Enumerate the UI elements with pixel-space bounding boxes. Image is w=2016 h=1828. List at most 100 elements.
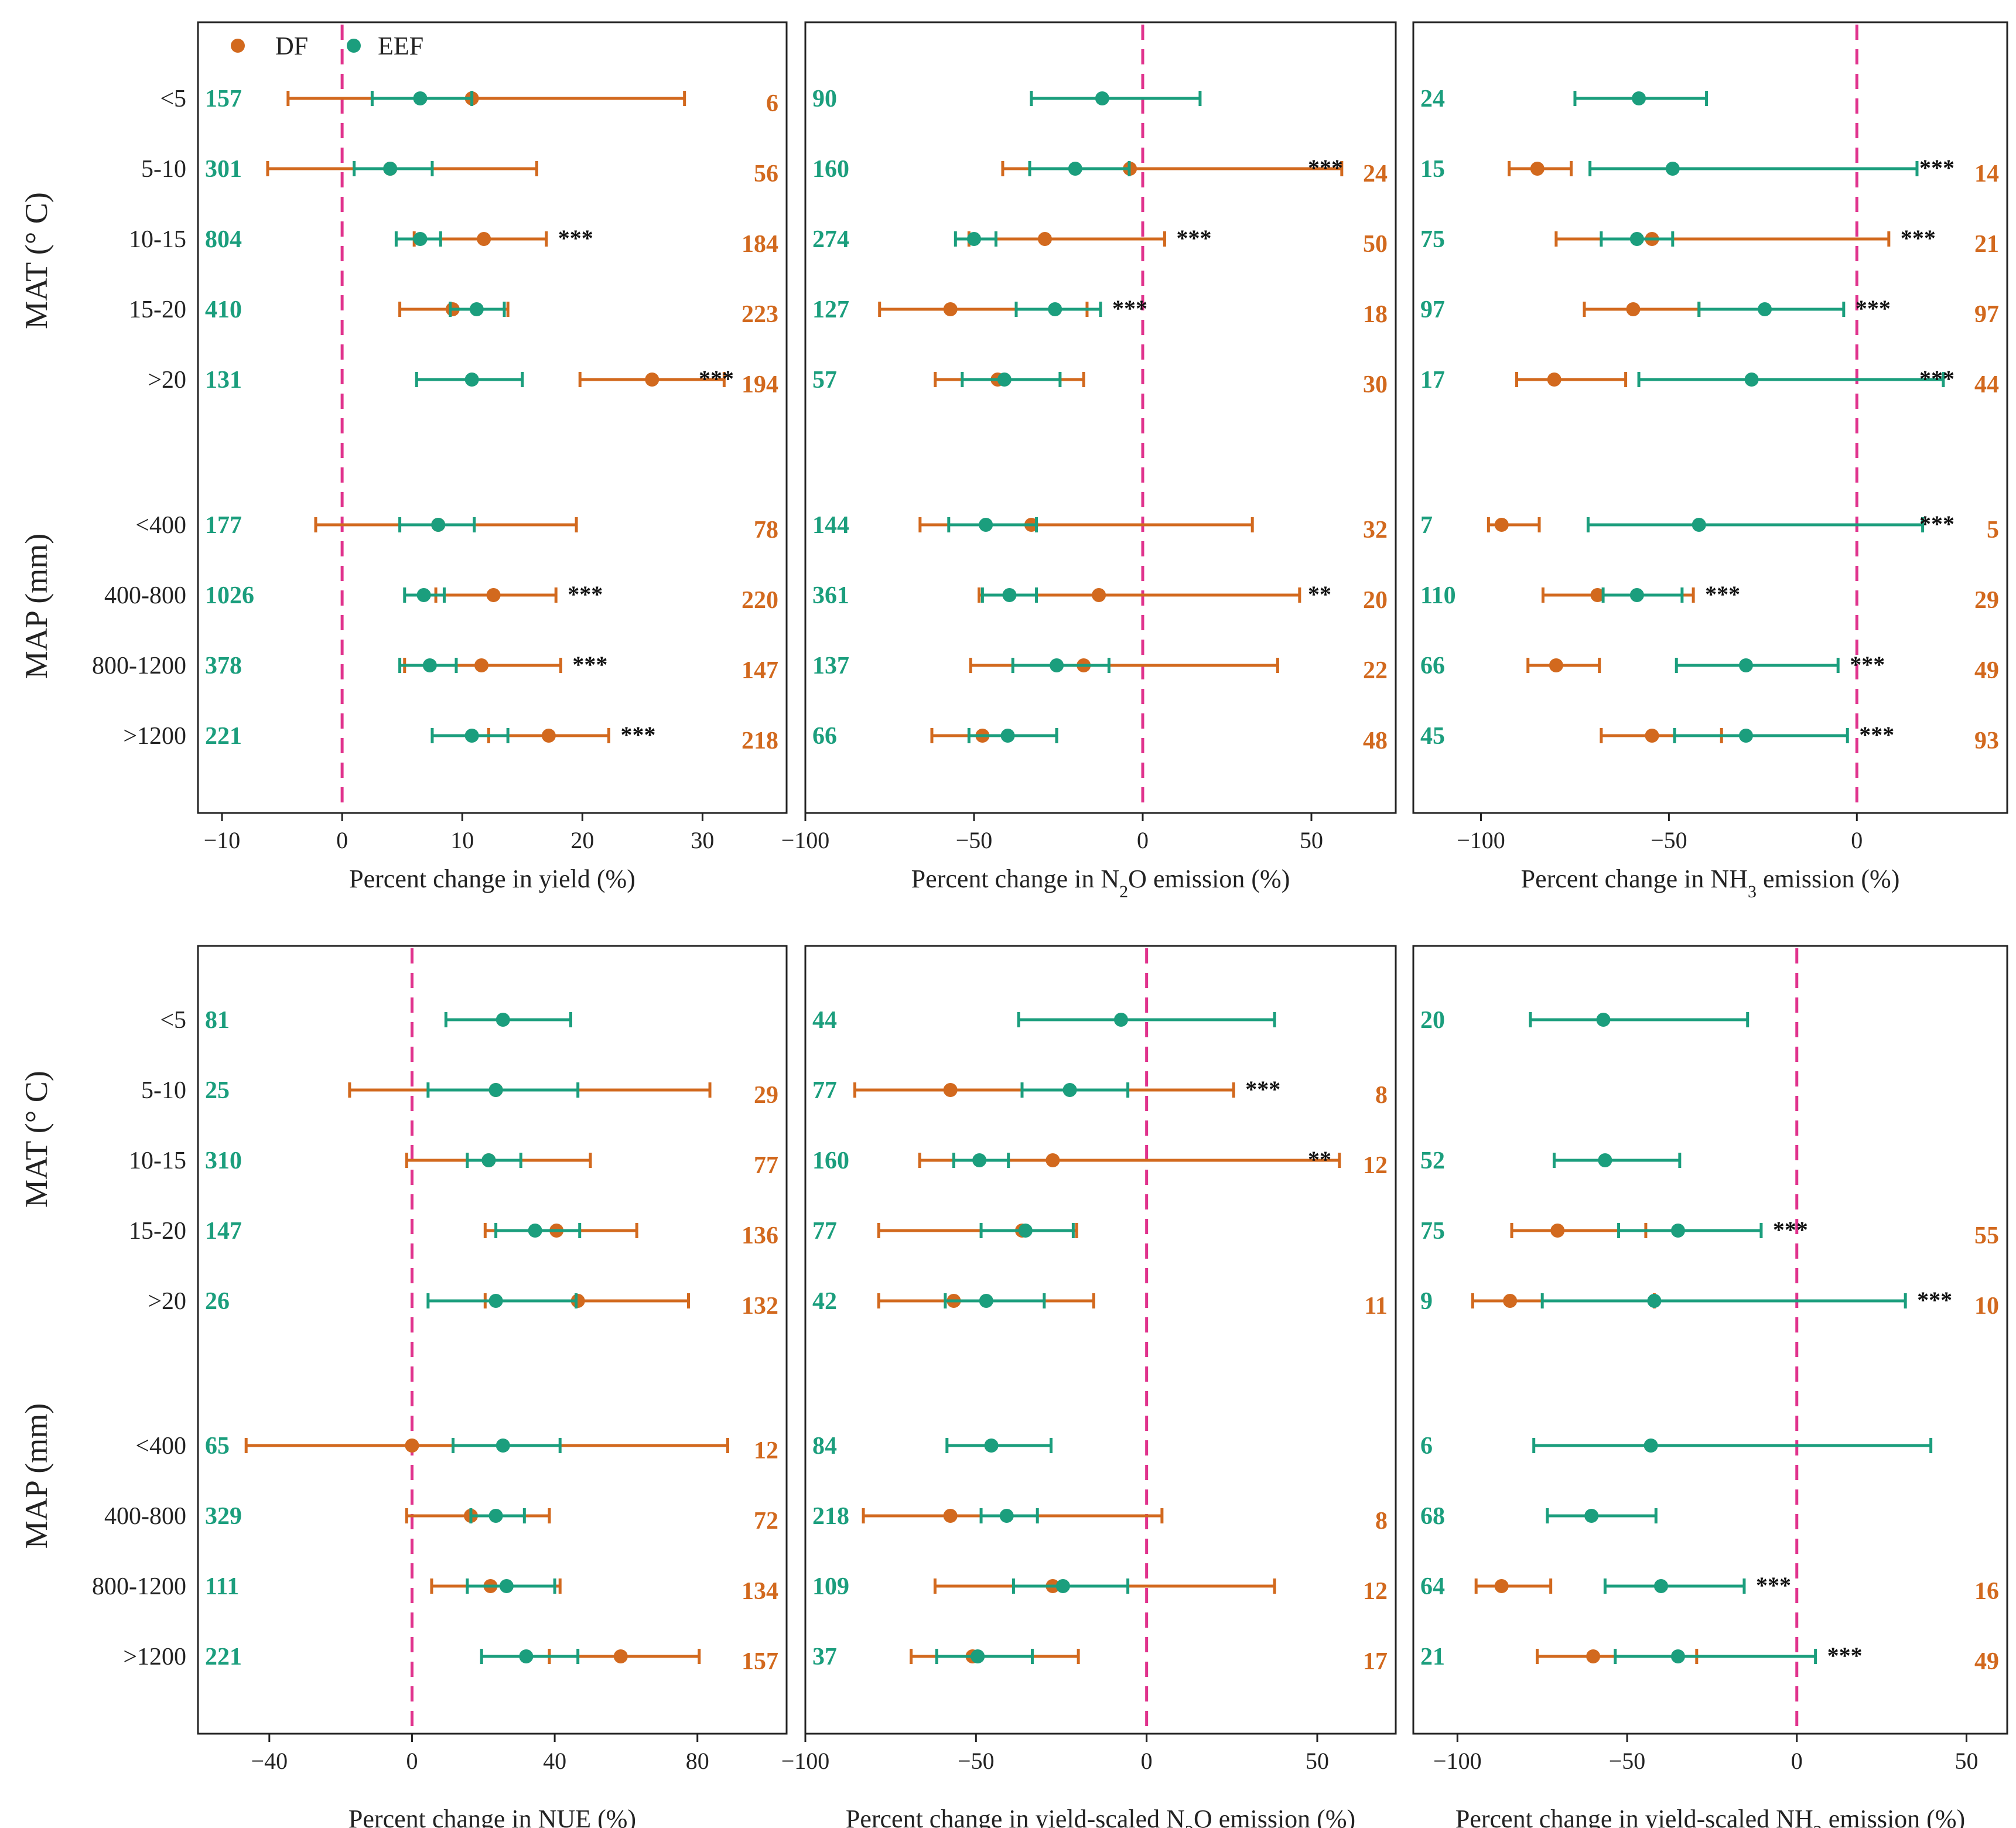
row-label: <5: [160, 1007, 186, 1034]
df-mean-point: [570, 1294, 585, 1308]
eef-sample-count: 15: [1420, 156, 1445, 183]
eef-sample-count: 160: [812, 1147, 849, 1174]
df-mean-point: [1494, 518, 1509, 532]
x-axis-label: Percent change in yield-scaled N2O emiss…: [846, 1805, 1355, 1828]
significance-marker: ***: [699, 365, 734, 392]
df-sample-count: 218: [742, 727, 778, 754]
eef-mean-point: [1653, 1579, 1668, 1593]
x-tick-label: −100: [1433, 1748, 1482, 1774]
eef-sample-count: 218: [812, 1503, 849, 1530]
eef-sample-count: 111: [205, 1573, 239, 1600]
group-label-mat-bottom: MAT (° C): [19, 1071, 54, 1208]
df-sample-count: 8: [1375, 1508, 1388, 1535]
significance-marker: ***: [572, 651, 607, 678]
significance-marker: ***: [1919, 365, 1955, 392]
df-sample-count: 24: [1363, 160, 1388, 187]
df-sample-count: 55: [1974, 1222, 1999, 1249]
row-label: >1200: [123, 1644, 186, 1670]
plot-frame: [804, 21, 1397, 814]
significance-marker: ***: [1308, 155, 1343, 181]
x-tick-label: −100: [781, 827, 830, 853]
df-sample-count: 5: [1987, 517, 1999, 544]
plot-frame: [1412, 945, 2008, 1735]
df-sample-count: 223: [742, 301, 778, 328]
eef-mean-point: [999, 1509, 1014, 1523]
eef-mean-point: [519, 1649, 534, 1663]
eef-sample-count: 144: [812, 512, 849, 539]
row-label: 5-10: [141, 1077, 186, 1104]
legend-eef-marker: [347, 39, 361, 53]
df-sample-count: 72: [754, 1508, 778, 1535]
eef-mean-point: [1068, 162, 1082, 176]
row-label: 15-20: [129, 1218, 186, 1245]
x-axis-label: Percent change in yield-scaled NH3 emiss…: [1455, 1805, 1965, 1828]
df-sample-count: 136: [742, 1222, 778, 1249]
eef-sample-count: 131: [205, 367, 242, 394]
eef-sample-count: 157: [205, 86, 242, 112]
legend-df-marker: [231, 39, 245, 53]
eef-mean-point: [413, 232, 428, 246]
eef-mean-point: [1113, 1013, 1128, 1027]
df-sample-count: 30: [1363, 371, 1388, 398]
subscript: 3: [1813, 1822, 1822, 1828]
panel-nue: −40 0 40 80 Percent change in NUE (%) 81 25 29 3…: [197, 945, 788, 1828]
eef-sample-count: 361: [812, 582, 849, 609]
eef-mean-point: [1758, 302, 1772, 316]
df-sample-count: 50: [1363, 231, 1388, 258]
eef-mean-point: [997, 373, 1012, 387]
eef-sample-count: 37: [812, 1644, 837, 1670]
eef-sample-count: 378: [205, 652, 242, 679]
subscript: 3: [1748, 882, 1757, 901]
eef-mean-point: [1055, 1579, 1070, 1593]
panel-yield-scaled-nh3: −100 −50 0 50 Percent change in yield-scaled…: [1412, 945, 2008, 1828]
eef-sample-count: 52: [1420, 1147, 1445, 1174]
eef-mean-point: [1643, 1439, 1658, 1453]
df-sample-count: 48: [1363, 727, 1388, 754]
eef-sample-count: 137: [812, 652, 849, 679]
x-tick-label: 50: [1955, 1748, 1978, 1774]
eef-mean-point: [496, 1013, 510, 1027]
x-tick-label: 0: [336, 827, 348, 853]
row-label: 5-10: [141, 156, 186, 183]
eef-mean-point: [1584, 1509, 1599, 1523]
eef-sample-count: 44: [812, 1007, 837, 1034]
eef-mean-point: [1629, 232, 1644, 246]
x-tick-label: −40: [251, 1748, 288, 1774]
eef-sample-count: 57: [812, 367, 837, 394]
eef-mean-point: [528, 1224, 542, 1238]
group-label-mat-top: MAT (° C): [19, 192, 54, 329]
row-label: 10-15: [129, 226, 186, 253]
significance-marker: ***: [1901, 225, 1936, 251]
x-tick-label: 30: [691, 827, 714, 853]
eef-sample-count: 84: [812, 1433, 837, 1460]
eef-mean-point: [1670, 1224, 1685, 1238]
eef-mean-point: [1596, 1013, 1611, 1027]
significance-marker: **: [1308, 581, 1331, 607]
row-label: <5: [160, 86, 186, 112]
eef-mean-point: [1062, 1083, 1077, 1097]
df-mean-point: [1037, 232, 1052, 246]
df-sample-count: 49: [1974, 657, 1999, 684]
df-mean-point: [1547, 373, 1561, 387]
significance-marker: ***: [1705, 581, 1740, 607]
eef-mean-point: [1048, 302, 1062, 316]
df-sample-count: 132: [742, 1293, 778, 1320]
eef-sample-count: 177: [205, 512, 242, 539]
eef-mean-point: [1002, 588, 1017, 602]
significance-marker: ***: [558, 225, 593, 251]
eef-sample-count: 45: [1420, 723, 1445, 750]
eef-sample-count: 109: [812, 1573, 849, 1600]
plot-frame: [1412, 21, 2008, 814]
row-label: 10-15: [129, 1147, 186, 1174]
x-tick-label: 50: [1306, 1748, 1329, 1774]
x-tick-label: −50: [956, 827, 993, 853]
eef-mean-point: [481, 1153, 496, 1167]
df-sample-count: 184: [742, 231, 778, 258]
df-mean-point: [1590, 588, 1605, 602]
x-tick-label: −50: [1651, 827, 1687, 853]
df-mean-point: [1550, 1224, 1565, 1238]
df-mean-point: [1494, 1579, 1509, 1593]
eef-mean-point: [431, 518, 446, 532]
